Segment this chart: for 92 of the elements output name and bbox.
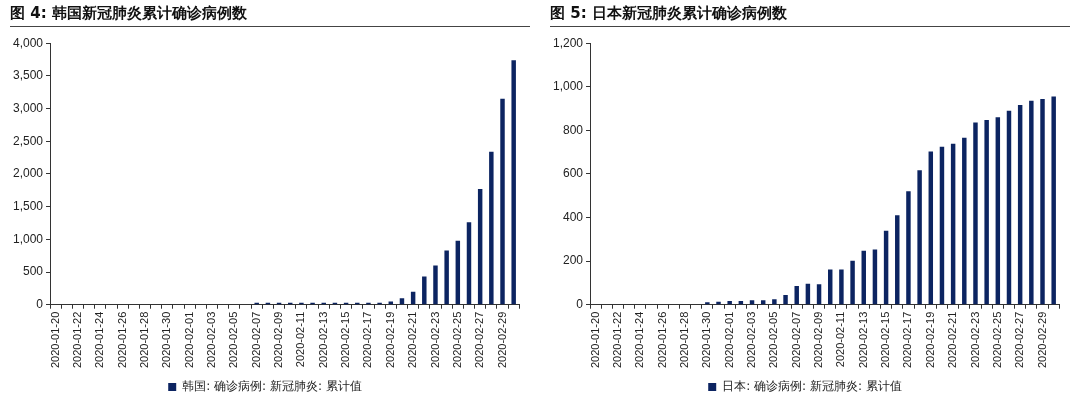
- bar: [716, 301, 721, 305]
- x-tick-label: 2020-02-19: [923, 311, 936, 369]
- x-tick-label: 2020-01-26: [115, 311, 128, 369]
- bar: [1029, 100, 1034, 305]
- x-tick-label: 2020-02-17: [361, 311, 374, 369]
- bar: [906, 191, 911, 305]
- x-tick-label: 2020-02-25: [990, 311, 1003, 369]
- y-tick-label: 2,500: [13, 133, 44, 148]
- bar: [511, 60, 516, 305]
- bar: [794, 285, 799, 305]
- y-tick-label: 400: [563, 209, 584, 224]
- bar: [433, 265, 438, 305]
- x-tick-label: 2020-01-22: [70, 311, 83, 369]
- chart-title: 图 5: 日本新冠肺炎累计确诊病例数: [550, 0, 1070, 27]
- x-tick-label: 2020-02-01: [182, 311, 195, 369]
- y-tick-label: 1,000: [13, 231, 44, 246]
- x-tick-label: 2020-01-30: [700, 311, 713, 369]
- bar: [727, 301, 732, 305]
- y-tick-label: 800: [563, 122, 584, 137]
- y-tick-label: 4,000: [13, 35, 44, 50]
- x-tick-label: 2020-01-20: [48, 311, 61, 369]
- bar: [783, 294, 788, 305]
- x-tick-label: 2020-01-24: [633, 311, 646, 369]
- y-tick-label: 2,000: [13, 166, 44, 181]
- legend-label: 日本: 确诊病例: 新冠肺炎: 累计值: [722, 379, 902, 394]
- bar: [422, 276, 427, 305]
- bar: [444, 250, 449, 305]
- bar: [895, 215, 900, 305]
- bar: [772, 299, 777, 305]
- chart-title: 图 4: 韩国新冠肺炎累计确诊病例数: [10, 0, 530, 27]
- y-tick-label: 600: [563, 166, 584, 181]
- bar: [1040, 98, 1045, 305]
- x-tick-label: 2020-01-28: [138, 311, 151, 369]
- bar: [917, 170, 922, 305]
- y-tick-label: 500: [23, 264, 44, 279]
- x-tick-label: 2020-02-07: [789, 311, 802, 369]
- bar: [1051, 96, 1056, 305]
- x-tick-label: 2020-02-29: [495, 311, 508, 369]
- bar: [828, 269, 833, 305]
- x-tick-label: 2020-02-09: [272, 311, 285, 369]
- x-tick-label: 2020-02-05: [767, 311, 780, 369]
- bar: [850, 260, 855, 305]
- y-tick-label: 1,200: [553, 35, 584, 50]
- x-tick-label: 2020-02-15: [339, 311, 352, 369]
- x-tick-label: 2020-02-15: [879, 311, 892, 369]
- bar: [388, 301, 394, 305]
- bar: [962, 137, 967, 305]
- y-tick-label: 0: [36, 297, 44, 312]
- x-tick-label: 2020-02-19: [383, 311, 396, 369]
- bar: [760, 300, 766, 305]
- bar: [995, 117, 1001, 305]
- x-tick-label: 2020-01-30: [160, 311, 173, 369]
- x-tick-label: 2020-02-27: [1013, 311, 1026, 369]
- x-tick-label: 2020-02-23: [428, 311, 441, 369]
- x-tick-label: 2020-02-29: [1035, 311, 1048, 369]
- x-tick-label: 2020-02-01: [722, 311, 735, 369]
- x-tick-label: 2020-02-17: [901, 311, 914, 369]
- legend-label: 韩国: 确诊病例: 新冠肺炎: 累计值: [182, 379, 362, 394]
- bar: [839, 269, 844, 305]
- x-tick-label: 2020-01-20: [588, 311, 601, 369]
- x-tick-label: 2020-02-03: [205, 311, 218, 369]
- bar: [489, 151, 494, 305]
- x-tick-label: 2020-02-11: [294, 311, 307, 368]
- x-tick-label: 2020-02-09: [812, 311, 825, 369]
- bar: [500, 98, 505, 305]
- y-tick-label: 200: [563, 253, 584, 268]
- x-tick-label: 2020-01-26: [655, 311, 668, 369]
- x-tick-label: 2020-02-21: [406, 311, 419, 369]
- y-tick-label: 3,500: [13, 68, 44, 83]
- bar: [973, 122, 978, 305]
- x-tick-label: 2020-02-13: [316, 311, 329, 369]
- x-tick-label: 2020-02-03: [745, 311, 758, 369]
- x-tick-label: 2020-02-05: [227, 311, 240, 369]
- x-tick-label: 2020-02-07: [249, 311, 262, 369]
- bar: [984, 119, 989, 305]
- bar: [816, 284, 822, 305]
- bar: [749, 300, 755, 305]
- y-tick-label: 1,500: [13, 198, 44, 213]
- x-tick-label: 2020-02-11: [834, 311, 847, 368]
- y-tick-label: 0: [576, 297, 584, 312]
- bar: [872, 249, 878, 305]
- x-tick-label: 2020-01-28: [678, 311, 691, 369]
- y-tick-label: 3,000: [13, 100, 44, 115]
- y-tick-label: 1,000: [553, 79, 584, 94]
- x-tick-label: 2020-02-23: [968, 311, 981, 369]
- bar: [466, 222, 472, 305]
- x-tick-label: 2020-02-13: [856, 311, 869, 369]
- x-tick-label: 2020-01-22: [610, 311, 623, 369]
- x-tick-label: 2020-02-21: [946, 311, 959, 369]
- x-tick-label: 2020-01-24: [93, 311, 106, 369]
- x-tick-label: 2020-02-27: [473, 311, 486, 369]
- x-tick-label: 2020-02-25: [450, 311, 463, 369]
